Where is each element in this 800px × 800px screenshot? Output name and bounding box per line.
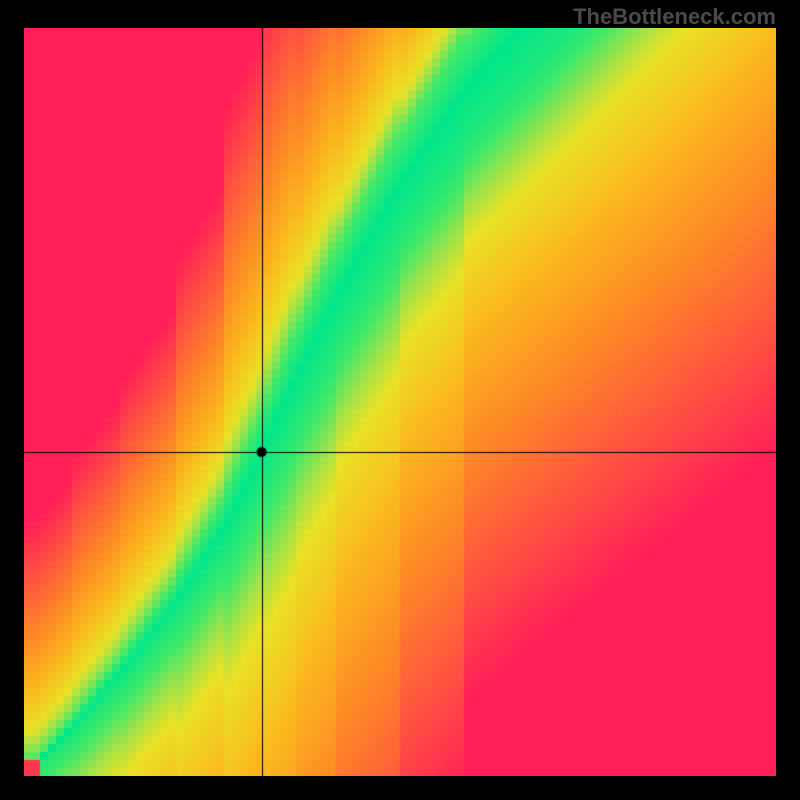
bottleneck-heatmap bbox=[24, 28, 776, 776]
watermark-text: TheBottleneck.com bbox=[573, 4, 776, 30]
bottleneck-heatmap-container: { "watermark": { "text": "TheBottleneck.… bbox=[0, 0, 800, 800]
